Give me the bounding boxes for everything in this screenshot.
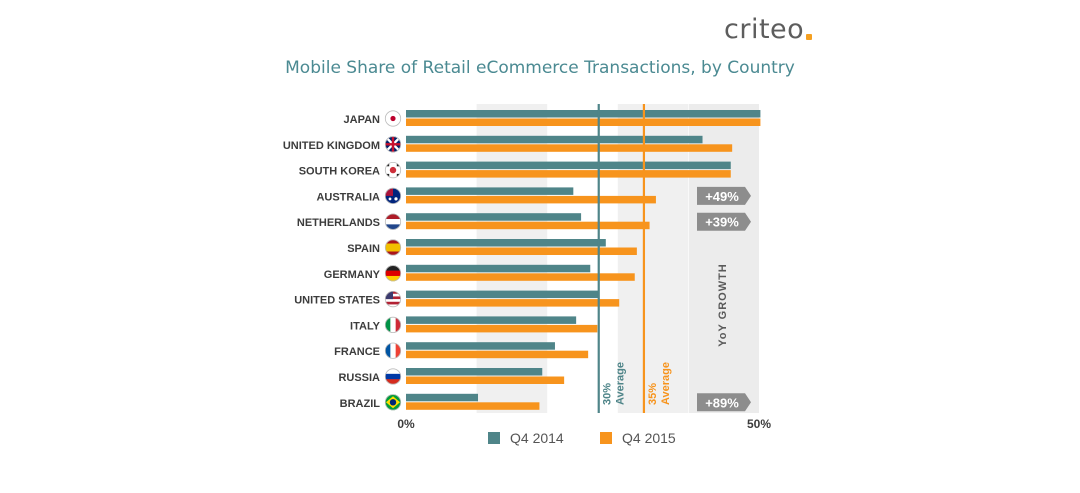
- category-label-brazil: BRAZIL: [340, 398, 381, 410]
- growth-badge-australia: +49%: [697, 186, 751, 205]
- flag-icon-australia: [384, 187, 402, 204]
- bar-japan-q4-2015: [406, 118, 761, 126]
- bar-netherlands-q4-2014: [406, 213, 582, 221]
- growth-badge-shape: [697, 393, 751, 412]
- reference-lines: 30%Average 35%Average: [597, 104, 672, 413]
- bar-russia-q4-2014: [406, 368, 543, 376]
- flag-icon-germany: [384, 265, 402, 282]
- criteo-logo: criteo: [724, 14, 805, 45]
- x-tick-label: 0%: [397, 417, 415, 431]
- bar-brazil-q4-2014: [406, 393, 479, 402]
- bar-brazil-q4-2015: [406, 402, 540, 410]
- growth-badge-brazil: +89%: [697, 393, 751, 412]
- x-tick-label: 50%: [747, 417, 771, 431]
- growth-badge-netherlands: +39%: [697, 212, 751, 231]
- bar-italy-q4-2015: [406, 324, 598, 333]
- category-label-united-states: UNITED STATES: [294, 295, 380, 307]
- legend-item-q4-2014: Q4 2014: [488, 430, 564, 446]
- bar-netherlands-q4-2015: [406, 221, 650, 230]
- flag-icon-italy: [384, 316, 402, 333]
- reference-line-label-q4-2015: 35%Average: [647, 362, 672, 405]
- bar-france-q4-2014: [406, 342, 555, 350]
- bar-japan-q4-2014: [406, 110, 761, 118]
- chart-title: Mobile Share of Retail eCommerce Transac…: [285, 58, 795, 78]
- reference-line-label-line: 30%: [602, 383, 614, 405]
- category-label-australia: AUSTRALIA: [316, 191, 380, 203]
- flag-icon-united-kingdom: [384, 136, 402, 153]
- growth-badge-shape: [697, 212, 751, 231]
- logo-accent-mark: [806, 34, 812, 40]
- growth-badge-text: +49%: [705, 189, 739, 204]
- country-flags: [384, 110, 402, 411]
- category-label-japan: JAPAN: [344, 114, 381, 126]
- reference-line-label-line: Average: [615, 362, 627, 405]
- legend-swatch-q4-2015: [600, 432, 612, 444]
- bar-germany-q4-2015: [406, 273, 635, 281]
- flag-icon-spain: [384, 239, 402, 256]
- flag-icon-france: [384, 342, 402, 359]
- background-band: [476, 104, 548, 413]
- flag-icon-brazil: [384, 394, 402, 411]
- x-axis-ticks: 0% 50%: [397, 417, 771, 431]
- legend-item-q4-2015: Q4 2015: [600, 430, 676, 446]
- reference-line-label-line: Average: [660, 362, 672, 405]
- bar-spain-q4-2015: [406, 247, 637, 255]
- category-label-russia: RUSSIA: [338, 372, 380, 384]
- bar-united-states-q4-2015: [406, 299, 620, 307]
- category-label-italy: ITALY: [350, 320, 381, 332]
- growth-badge-text: +39%: [705, 215, 739, 230]
- bar-south-korea-q4-2015: [406, 170, 731, 178]
- category-label-netherlands: NETHERLANDS: [297, 217, 380, 229]
- bar-australia-q4-2015: [406, 195, 656, 204]
- flag-icon-united-states: [384, 290, 402, 308]
- flag-icon-russia: [384, 368, 402, 385]
- category-label-south-korea: SOUTH KOREA: [299, 166, 380, 178]
- bar-south-korea-q4-2014: [406, 161, 731, 170]
- category-label-france: FRANCE: [334, 346, 380, 358]
- bar-united-kingdom-q4-2014: [406, 135, 703, 144]
- growth-column-label: YoY GROWTH: [717, 263, 729, 347]
- flag-icon-netherlands: [384, 213, 402, 230]
- bar-united-kingdom-q4-2015: [406, 144, 733, 152]
- bar-australia-q4-2014: [406, 187, 574, 195]
- bar-germany-q4-2014: [406, 264, 591, 273]
- bar-russia-q4-2015: [406, 376, 565, 384]
- chart-background-bands: [476, 104, 759, 413]
- growth-column: YoY GROWTH +49% +39% +89%: [697, 186, 751, 412]
- legend-label-q4-2015: Q4 2015: [622, 430, 676, 446]
- growth-band: [689, 104, 759, 413]
- category-label-spain: SPAIN: [347, 243, 380, 255]
- bar-italy-q4-2014: [406, 316, 577, 324]
- bar-united-states-q4-2014: [406, 290, 599, 299]
- bar-france-q4-2015: [406, 350, 589, 359]
- background-band: [617, 104, 689, 413]
- growth-badge-shape: [697, 186, 751, 205]
- legend-swatch-q4-2014: [488, 432, 500, 444]
- category-labels: JAPAN UNITED KINGDOM SOUTH KOREA AUSTRALIA N…: [283, 114, 381, 410]
- growth-badge-text: +89%: [705, 395, 739, 410]
- category-label-germany: GERMANY: [324, 269, 381, 281]
- bar-group: [406, 110, 761, 410]
- flag-icon-japan: [384, 110, 402, 127]
- category-label-united-kingdom: UNITED KINGDOM: [283, 140, 380, 152]
- reference-line-label-line: 35%: [647, 383, 659, 405]
- bar-spain-q4-2014: [406, 239, 606, 247]
- legend-label-q4-2014: Q4 2014: [510, 430, 564, 446]
- reference-line-label-q4-2014: 30%Average: [602, 362, 627, 405]
- flag-icon-south-korea: [384, 162, 402, 179]
